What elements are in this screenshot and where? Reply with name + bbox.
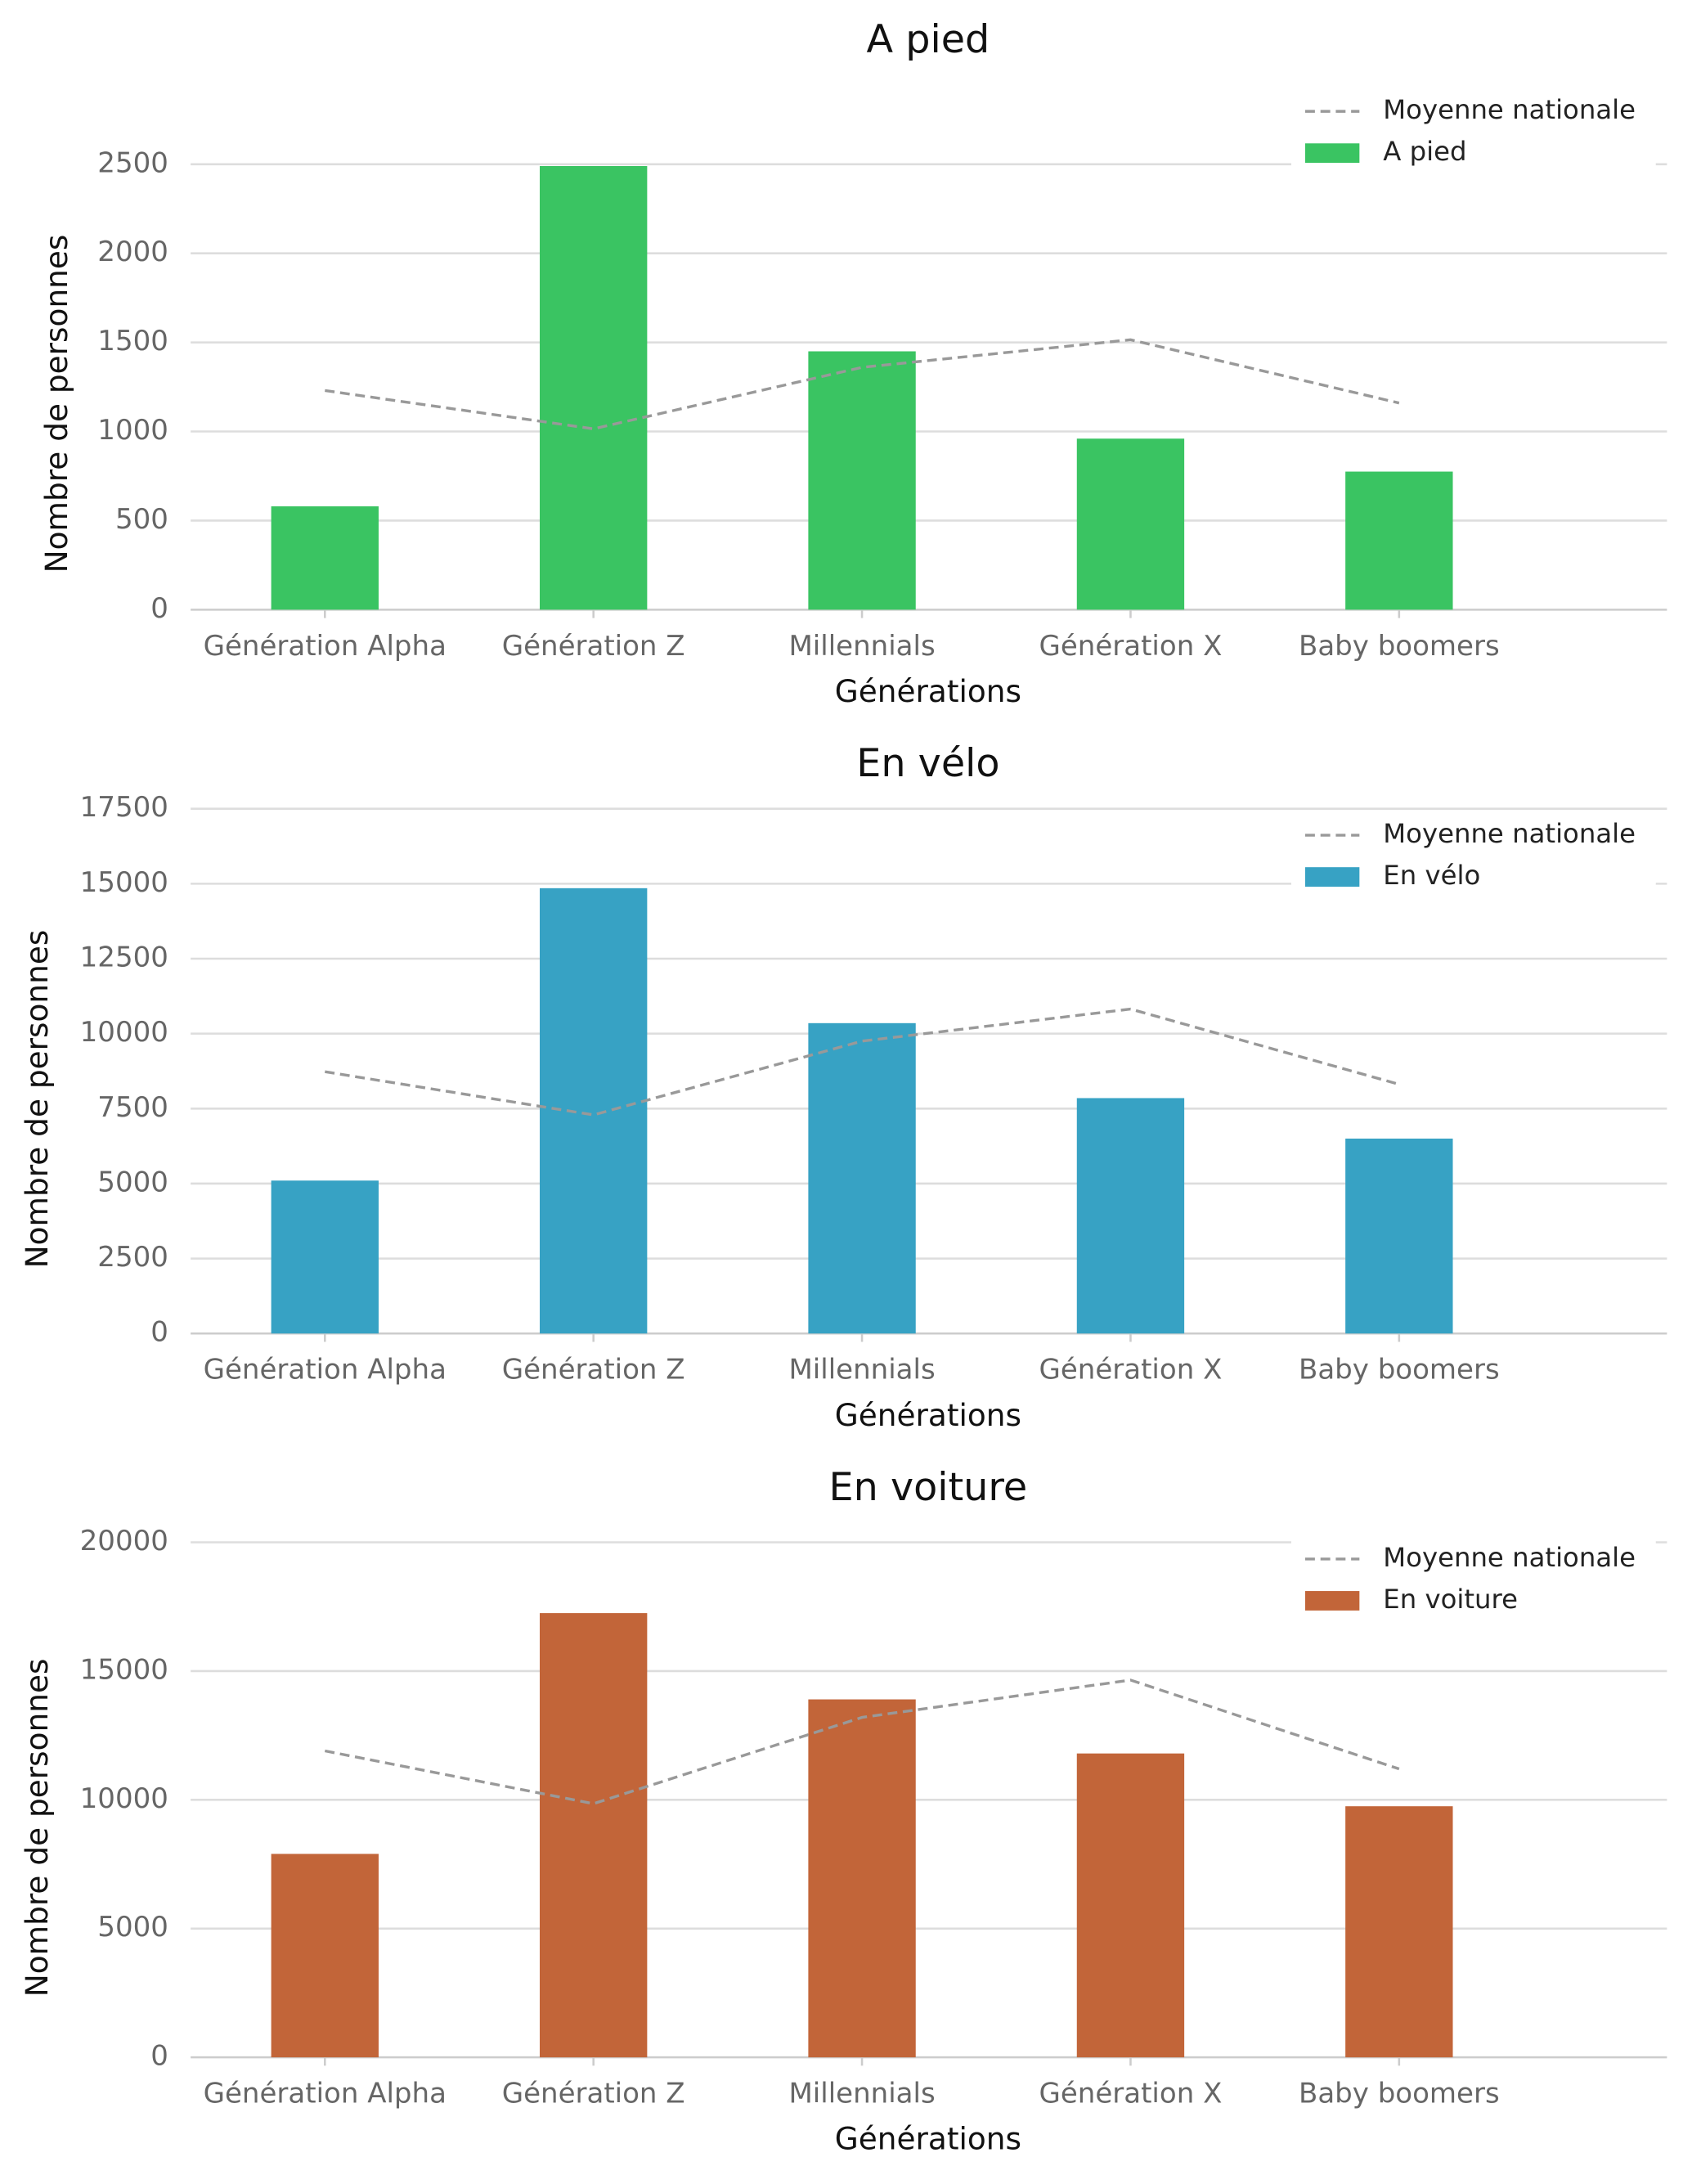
y-tick-label: 15000	[80, 1653, 168, 1686]
y-tick-label: 0	[150, 2040, 168, 2073]
x-tick-label: Génération Z	[502, 1354, 685, 1386]
y-tick-label: 10000	[80, 1016, 168, 1049]
legend-swatch	[1304, 867, 1360, 887]
x-tick-label: Baby boomers	[1299, 2078, 1500, 2110]
x-tick-label: Génération Alpha	[204, 1354, 447, 1386]
legend-swatch	[1304, 1591, 1360, 1611]
y-tick-label: 2500	[97, 1241, 168, 1274]
y-tick-label: 0	[150, 1316, 168, 1349]
x-tick-label: Baby boomers	[1299, 630, 1500, 663]
x-tick-label: Génération Alpha	[204, 630, 447, 663]
bar	[1345, 1138, 1453, 1334]
y-tick-label: 12500	[80, 941, 168, 973]
bar	[1076, 1753, 1185, 2058]
line	[325, 338, 1400, 430]
y-axis-label: Nombre de personnes	[19, 1658, 55, 1997]
x-tick-label: Génération X	[1039, 1354, 1223, 1386]
x-tick-label: Génération Z	[502, 630, 685, 663]
line	[324, 1678, 1400, 1805]
bar	[1076, 438, 1185, 610]
y-tick-label: 5000	[97, 1166, 168, 1198]
bar	[540, 1613, 648, 2058]
x-axis-label: Générations	[835, 1397, 1021, 1433]
x-tick-label: Génération Z	[502, 2078, 685, 2110]
y-tick-label: 2500	[97, 146, 168, 179]
bar	[1345, 1806, 1453, 2058]
x-tick-label: Millennials	[788, 2078, 935, 2110]
bar	[540, 165, 648, 610]
y-tick-label: 7500	[97, 1091, 168, 1124]
bar	[271, 1180, 379, 1334]
chart-title: A pied	[867, 17, 990, 62]
y-tick-label: 2000	[97, 236, 168, 268]
bar	[808, 1699, 916, 2058]
legend-label: A pied	[1383, 136, 1466, 167]
x-tick-label: Génération Alpha	[204, 2078, 447, 2110]
legend-label: En vélo	[1383, 860, 1480, 891]
legend-label: Moyenne nationale	[1383, 818, 1636, 849]
y-tick-label: 17500	[80, 791, 168, 824]
y-tick-label: 15000	[80, 866, 168, 899]
y-tick-label: 1500	[97, 325, 168, 357]
legend-label: En voiture	[1383, 1584, 1518, 1615]
x-tick-label: Génération X	[1039, 630, 1223, 663]
legend-label: Moyenne nationale	[1383, 1542, 1636, 1573]
y-tick-label: 20000	[80, 1525, 168, 1557]
y-axis-label: Nombre de personnes	[19, 930, 55, 1269]
legend-label: Moyenne nationale	[1383, 94, 1636, 125]
x-tick-label: Millennials	[788, 1354, 935, 1386]
y-tick-label: 5000	[97, 1911, 168, 1944]
bar	[808, 1022, 916, 1334]
y-tick-label: 1000	[97, 414, 168, 447]
bar	[271, 506, 379, 610]
bar	[540, 888, 648, 1334]
legend-swatch	[1304, 143, 1360, 164]
chart-title: En voiture	[829, 1465, 1028, 1510]
x-tick-label: Millennials	[788, 630, 935, 663]
x-axis-label: Générations	[835, 2121, 1021, 2157]
y-axis-label: Nombre de personnes	[38, 235, 74, 573]
x-tick-label: Baby boomers	[1299, 1354, 1500, 1386]
x-tick-label: Génération X	[1039, 2078, 1223, 2110]
x-axis-label: Générations	[835, 673, 1021, 709]
chart-title: En vélo	[856, 741, 999, 786]
bar	[271, 1854, 379, 2058]
y-tick-label: 500	[115, 503, 168, 536]
y-tick-label: 10000	[80, 1782, 168, 1815]
bar	[1076, 1098, 1185, 1334]
bar	[808, 351, 916, 610]
bar	[1345, 471, 1453, 610]
y-tick-label: 0	[150, 592, 168, 625]
